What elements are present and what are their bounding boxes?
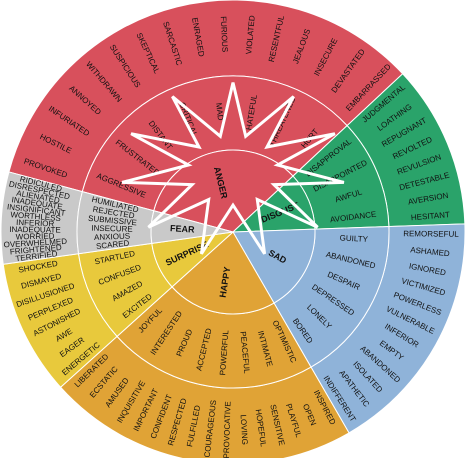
anger-secondary-label: MAD bbox=[214, 102, 225, 121]
sad-secondary-label: GUILTY bbox=[339, 233, 368, 244]
anger-outer-label: VIOLATED bbox=[244, 15, 256, 55]
fear-secondary-label: SCARED bbox=[96, 239, 130, 252]
starburst-outline bbox=[121, 82, 345, 255]
fear-secondary-label: ANXIOUS bbox=[94, 232, 130, 242]
fear-secondary-label: INSECURE bbox=[91, 224, 133, 234]
fear-outer-label: WORRIED bbox=[16, 232, 55, 242]
happy-core-label: HAPPY bbox=[218, 266, 233, 298]
sad-outer-label: REMORSEFUL bbox=[403, 229, 459, 239]
sad-outer-label: ASHAMED bbox=[410, 245, 450, 258]
happy-core-segment bbox=[171, 231, 275, 315]
fear-core-label: FEAR bbox=[170, 223, 196, 235]
fear-outer-label: INADEQUATE bbox=[9, 225, 61, 235]
disgust-outer-label: HESITANT bbox=[411, 210, 451, 222]
happy-outer-label: LOVING bbox=[239, 414, 250, 445]
fear-outer-label: WORTHLESS bbox=[10, 210, 61, 223]
fear-outer-label: OVERWHELMED bbox=[3, 237, 67, 250]
happy-secondary-label: PEACEFUL bbox=[238, 331, 251, 374]
sad-core-segment bbox=[232, 228, 316, 304]
happy-outer-label: PROVOCATIVE bbox=[222, 401, 233, 458]
anger-outer-label: FURIOUS bbox=[219, 16, 230, 52]
happy-secondary-label: POWERFUL bbox=[218, 329, 230, 375]
fear-outer-label: INFERIOR bbox=[16, 218, 55, 229]
